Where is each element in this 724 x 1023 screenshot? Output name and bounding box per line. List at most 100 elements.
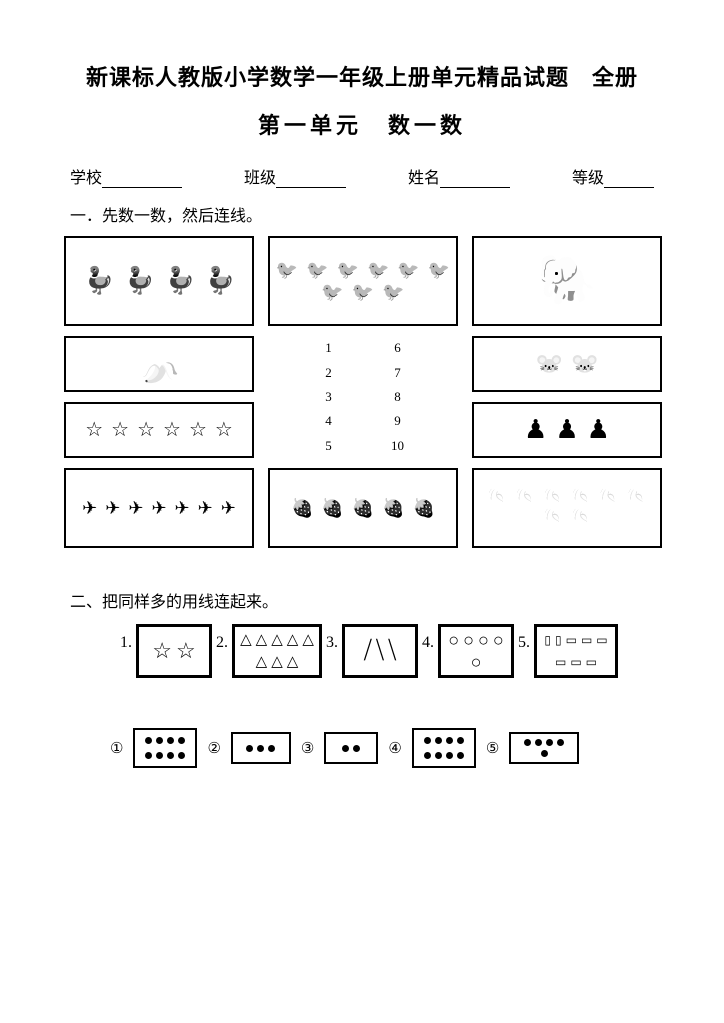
dot-box-1 <box>133 728 197 768</box>
name-blank[interactable] <box>440 173 510 188</box>
q2-label: 5. <box>518 634 530 652</box>
pictograph-icon: 🐦 <box>276 261 298 279</box>
pictograph-icon: ☆ <box>163 420 181 440</box>
title-sub: 第一单元 数一数 <box>60 108 664 140</box>
q2-heading: 二、把同样多的用线连起来。 <box>70 588 664 612</box>
pictograph-icon: ✈ <box>221 499 236 517</box>
shape-icon: ▭ <box>581 634 592 646</box>
shape-icon: ○ <box>463 631 474 649</box>
pictograph-icon: ✈ <box>128 499 143 517</box>
num: 6 <box>394 340 401 356</box>
class-blank[interactable] <box>276 173 346 188</box>
q2-label: 1. <box>120 634 132 652</box>
shape-icon: △ <box>240 633 252 648</box>
pictograph-icon: ☆ <box>111 420 129 440</box>
pictograph-icon: 🐚 <box>487 490 507 506</box>
dot-icon <box>435 752 442 759</box>
num: 3 <box>325 389 332 405</box>
pictograph-icon: ♟ <box>587 417 610 443</box>
shape-icon: ⧸ <box>364 639 372 663</box>
pictograph-icon: ☆ <box>137 420 155 440</box>
dot-icon <box>145 737 152 744</box>
shape-icon: △ <box>271 655 283 670</box>
pictograph-icon: 🐚 <box>599 490 619 506</box>
cell-birds: 🐦🐦🐦🐦🐦🐦🐦🐦🐦 <box>268 236 458 326</box>
dot-icon <box>546 739 553 746</box>
shape-icon: ○ <box>471 653 482 671</box>
dot-icon <box>435 737 442 744</box>
q2-box-2: △△△△△△△△ <box>232 624 322 678</box>
cell-mice: 🐭🐭 <box>472 336 662 392</box>
pictograph-icon: 🦆 <box>163 268 195 294</box>
num: 1 <box>325 340 332 356</box>
pictograph-icon: 🐦 <box>321 283 343 301</box>
pictograph-icon: 🦆 <box>123 268 155 294</box>
q2-label: 3. <box>326 634 338 652</box>
num: 5 <box>325 438 332 454</box>
shape-icon: ▭ <box>596 634 607 646</box>
title-main: 新课标人教版小学数学一年级上册单元精品试题 全册 <box>60 60 664 92</box>
pictograph-icon: 🐚 <box>515 490 535 506</box>
grade-label: 等级 <box>572 170 604 187</box>
class-label: 班级 <box>244 170 276 187</box>
pictograph-icon: 🐚 <box>627 490 647 506</box>
pictograph-icon: 🐚 <box>571 490 591 506</box>
pictograph-icon: 🐦 <box>428 261 450 279</box>
pictograph-icon: 🐦 <box>382 283 404 301</box>
shape-icon: ▭ <box>586 656 597 668</box>
q1-grid: 🦆🦆🦆🦆 🐦🐦🐦🐦🐦🐦🐦🐦🐦 🐘 🍌 16 27 38 49 510 🐭🐭 ☆☆… <box>64 236 664 548</box>
pictograph-icon: ☆ <box>215 420 233 440</box>
dot-icon <box>342 745 349 752</box>
dot-icon <box>268 745 275 752</box>
pictograph-icon: 🍓 <box>352 499 374 517</box>
shape-icon: ▭ <box>570 656 581 668</box>
dot-box-5 <box>509 732 579 764</box>
shape-icon: ⧹ <box>376 639 384 663</box>
school-label: 学校 <box>70 170 102 187</box>
dot-icon <box>246 745 253 752</box>
dot-icon <box>535 739 542 746</box>
num: 10 <box>391 438 404 454</box>
dot-icon <box>167 752 174 759</box>
q2-label: 2. <box>216 634 228 652</box>
q2-box-1: ☆☆ <box>136 624 212 678</box>
num: 9 <box>394 413 401 429</box>
grade-blank[interactable] <box>604 173 654 188</box>
pictograph-icon: ♟ <box>555 417 578 443</box>
dot-icon <box>167 737 174 744</box>
shape-icon: ▭ <box>555 656 566 668</box>
name-label: 姓名 <box>408 170 440 187</box>
shape-icon: ☆ <box>176 640 196 662</box>
pictograph-icon: 🍓 <box>413 499 435 517</box>
pictograph-icon: 🐚 <box>543 490 563 506</box>
shape-icon: ⧹ <box>388 639 396 663</box>
dot-box-2 <box>231 732 291 764</box>
pictograph-icon: 🐦 <box>306 261 328 279</box>
dot-icon <box>446 752 453 759</box>
cell-elephant: 🐘 <box>472 236 662 326</box>
pictograph-icon: ☆ <box>85 420 103 440</box>
number-list: 16 27 38 49 510 <box>268 336 458 458</box>
pictograph-icon: 🐚 <box>571 510 591 526</box>
shape-icon: ▯ <box>555 634 562 646</box>
shape-icon: ○ <box>448 631 459 649</box>
pictograph-icon: 🍓 <box>382 499 404 517</box>
pictograph-icon: 🐦 <box>367 261 389 279</box>
q2b-label: ③ <box>301 739 314 758</box>
dot-icon <box>424 737 431 744</box>
shape-icon: △ <box>302 633 314 648</box>
cell-berries: 🍓🍓🍓🍓🍓 <box>268 468 458 548</box>
pictograph-icon: 🐭 <box>571 353 598 375</box>
num: 7 <box>394 365 401 381</box>
num: 8 <box>394 389 401 405</box>
q1-heading: 一．先数一数，然后连线。 <box>70 202 664 226</box>
shape-icon: ▭ <box>566 634 577 646</box>
pictograph-icon: ✈ <box>105 499 120 517</box>
dot-icon <box>457 737 464 744</box>
cell-chess: ♟♟♟ <box>472 402 662 458</box>
pictograph-icon: ✈ <box>198 499 213 517</box>
dot-icon <box>557 739 564 746</box>
school-blank[interactable] <box>102 173 182 188</box>
shape-icon: △ <box>256 655 268 670</box>
q2-box-3: ⧸⧹⧹ <box>342 624 418 678</box>
